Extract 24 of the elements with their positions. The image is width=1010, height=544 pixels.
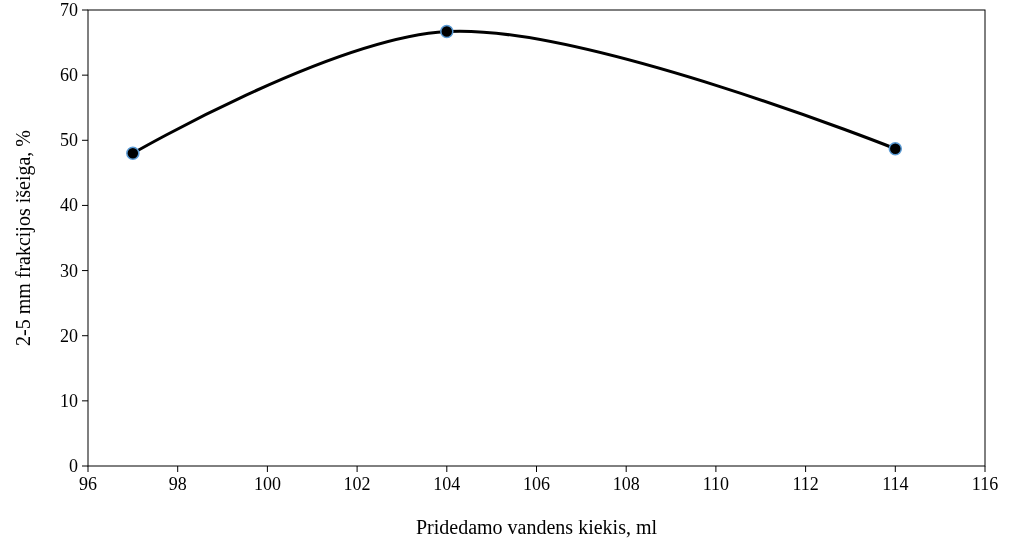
- y-tick-label: 0: [69, 456, 78, 476]
- point: [126, 146, 140, 161]
- y-tick-label: 10: [60, 390, 78, 411]
- x-tick-label: 112: [792, 474, 819, 494]
- x-tick-label: 108: [612, 474, 640, 494]
- x-tick-label: 96: [79, 474, 97, 494]
- y-tick-label: 20: [60, 325, 78, 346]
- x-tick-label: 104: [433, 474, 461, 494]
- point: [440, 24, 454, 39]
- x-tick-label: 106: [523, 474, 550, 494]
- y-tick-label: 60: [60, 65, 78, 86]
- y-tick-label: 70: [60, 0, 78, 20]
- y-tick-label: 50: [60, 130, 78, 151]
- x-axis-title: Pridedamo vandens kiekis, ml: [415, 516, 658, 538]
- x-tick-label: 102: [343, 474, 371, 494]
- x-tick-label: 116: [971, 474, 999, 494]
- y-tick-label: 40: [60, 195, 78, 216]
- x-tick-label: 110: [702, 474, 730, 494]
- y-tick-label: 30: [60, 260, 78, 281]
- x-tick-label: 114: [882, 474, 909, 494]
- x-tick-label: 100: [253, 474, 281, 494]
- point: [888, 142, 903, 156]
- x-tick-label: 98: [168, 474, 187, 494]
- y-axis-title: 2-5 mm frakcijos išeiga, %: [12, 129, 35, 347]
